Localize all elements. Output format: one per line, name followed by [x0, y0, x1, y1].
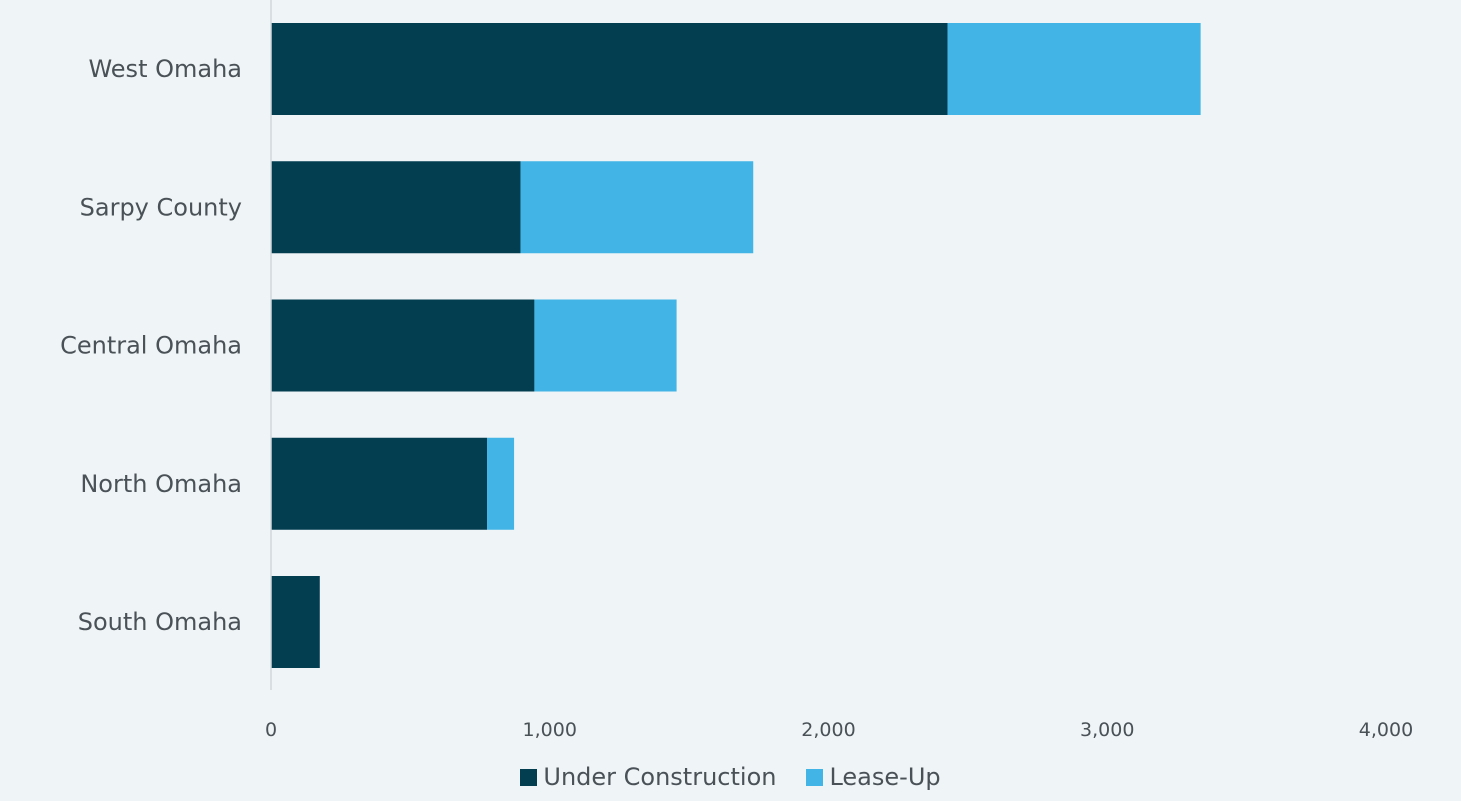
labels-layer: West Omaha Sarpy County Central Omaha North…: [60, 55, 1413, 741]
legend-item-under-construction: Under Construction: [520, 763, 776, 791]
x-tick-label-4000: 4,000: [1359, 719, 1413, 741]
category-label-south-omaha: South Omaha: [78, 608, 242, 636]
legend-swatch-lease-up: [806, 768, 824, 786]
legend: Under Construction Lease-Up: [0, 762, 1461, 792]
x-tick-label-0: 0: [265, 719, 277, 741]
x-tick-label-3000: 3,000: [1080, 719, 1134, 741]
bar-west-omaha-under-construction: [271, 23, 948, 115]
x-tick-label-1000: 1,000: [523, 719, 577, 741]
bar-west-omaha-lease-up: [947, 23, 1201, 115]
legend-label-lease-up: Lease-Up: [829, 763, 941, 791]
legend-label-under-construction: Under Construction: [543, 763, 777, 791]
legend-item-lease-up: Lease-Up: [806, 763, 941, 791]
category-label-north-omaha: North Omaha: [80, 470, 242, 498]
bars-layer: [271, 23, 1201, 668]
category-label-west-omaha: West Omaha: [88, 55, 242, 83]
bar-sarpy-county-lease-up: [520, 161, 754, 254]
bar-north-omaha-lease-up: [487, 437, 515, 530]
bar-south-omaha-under-construction: [271, 576, 320, 668]
category-label-central-omaha: Central Omaha: [60, 332, 242, 360]
bar-central-omaha-lease-up: [534, 299, 677, 392]
legend-swatch-under-construction: [520, 768, 538, 786]
bar-central-omaha-under-construction: [271, 299, 535, 392]
category-label-sarpy-county: Sarpy County: [80, 193, 242, 221]
x-tick-label-2000: 2,000: [801, 719, 855, 741]
bar-north-omaha-under-construction: [271, 437, 488, 530]
bar-sarpy-county-under-construction: [271, 161, 521, 254]
